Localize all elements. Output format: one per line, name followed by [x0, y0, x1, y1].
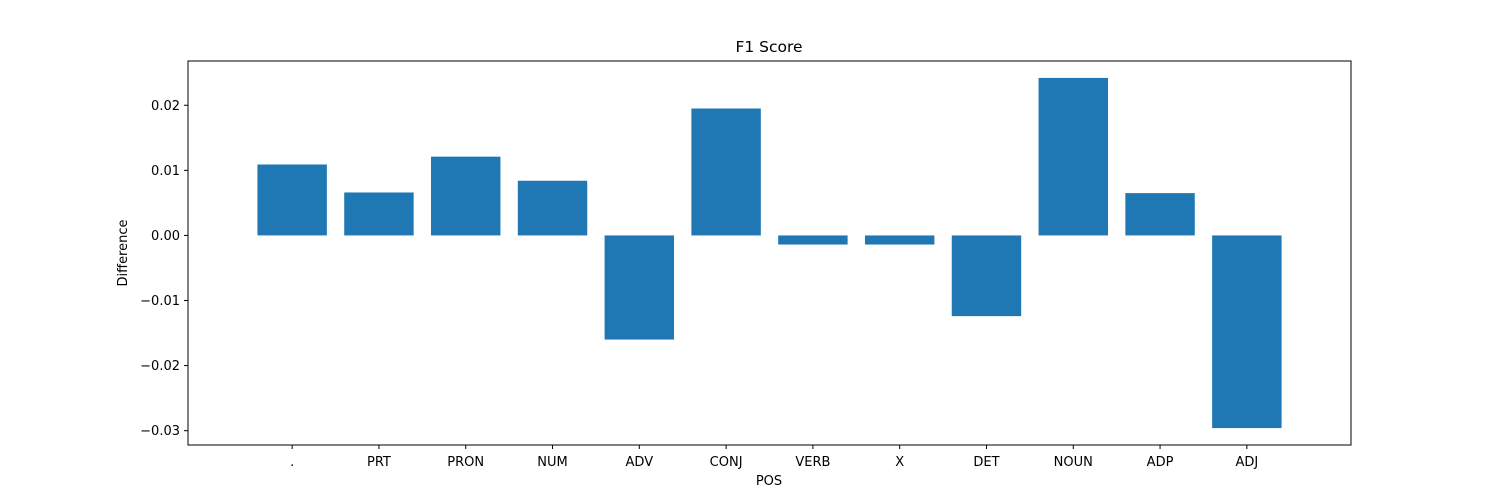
y-axis-label: Difference	[116, 219, 131, 286]
y-tick-label-3: 0.00	[151, 229, 180, 244]
x-axis-label: POS	[756, 474, 782, 489]
bar-7	[864, 235, 935, 245]
x-tick-label-10: ADP	[1147, 455, 1174, 470]
bar-11	[1212, 235, 1282, 429]
x-tick-label-7: X	[895, 455, 904, 470]
bar-1	[344, 192, 414, 236]
bar-0	[257, 164, 327, 236]
x-tick-label-1: PRT	[367, 455, 391, 470]
bar-4	[604, 235, 675, 340]
y-tick-label-1: −0.02	[140, 359, 180, 374]
bar-3	[517, 180, 588, 236]
plot-frame	[187, 60, 1352, 446]
x-tick-label-0: .	[290, 455, 294, 470]
x-tick-label-6: VERB	[795, 455, 830, 470]
bar-10	[1125, 193, 1195, 236]
y-axis-ticks: −0.03 −0.02 −0.01 0.00 0.01 0.02	[140, 99, 188, 439]
x-tick-label-5: CONJ	[710, 455, 743, 470]
bar-2	[431, 156, 501, 236]
x-tick-label-8: DET	[973, 455, 999, 470]
bar-5	[691, 108, 761, 236]
bar-9	[1038, 77, 1108, 236]
x-tick-label-2: PRON	[447, 455, 484, 470]
x-tick-label-11: ADJ	[1235, 455, 1258, 470]
y-tick-label-4: 0.01	[151, 164, 180, 179]
x-tick-label-9: NOUN	[1054, 455, 1093, 470]
bar-6	[778, 235, 848, 245]
y-tick-label-5: 0.02	[151, 99, 180, 114]
y-tick-label-2: −0.01	[140, 294, 180, 309]
bar-8	[951, 235, 1022, 317]
chart-title: F1 Score	[735, 38, 802, 56]
y-tick-label-0: −0.03	[140, 424, 180, 439]
x-tick-label-4: ADV	[626, 455, 654, 470]
bars	[257, 77, 1282, 429]
x-tick-label-3: NUM	[537, 455, 567, 470]
x-axis-ticks: . PRT PRON NUM ADV CONJ VERB X DET NOUN ADP ADJ	[290, 445, 1258, 470]
